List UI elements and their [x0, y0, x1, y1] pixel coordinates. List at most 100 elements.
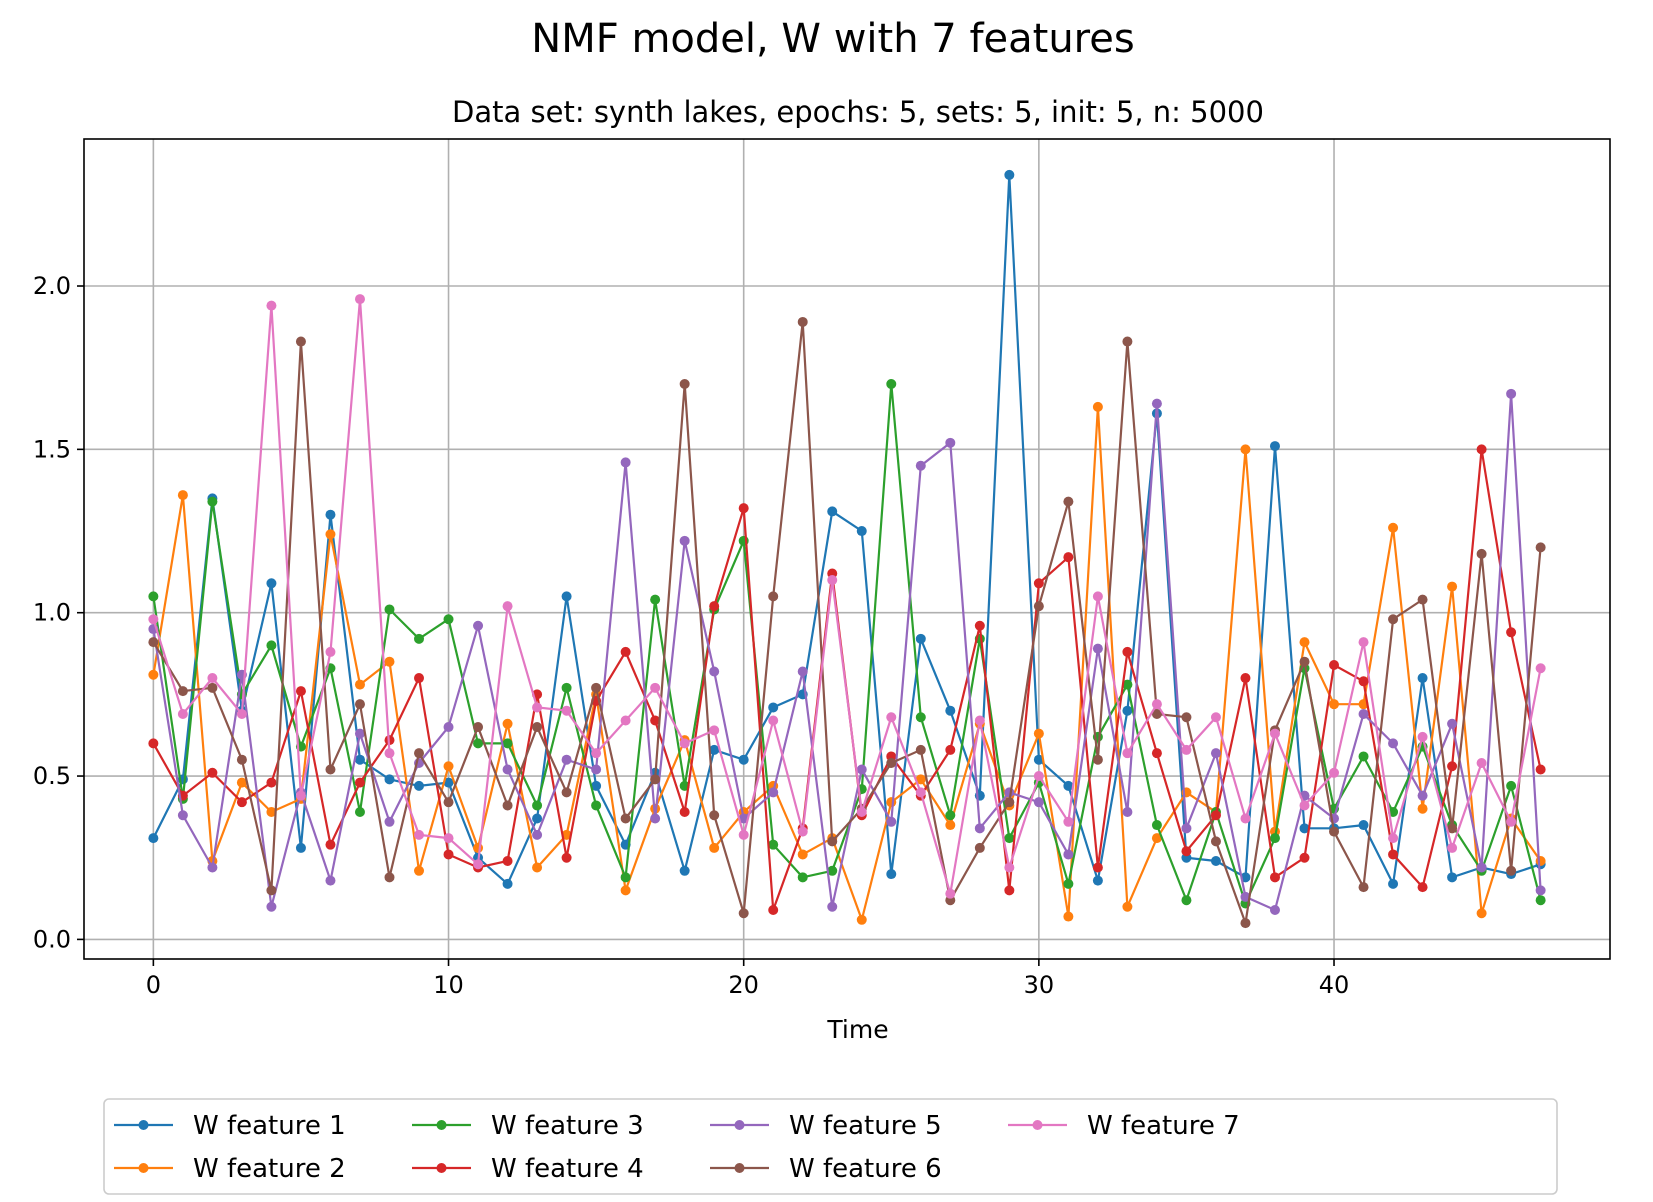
data-point: [1388, 879, 1398, 889]
data-point: [621, 814, 631, 824]
x-tick-label: 0: [146, 971, 161, 999]
data-point: [532, 722, 542, 732]
data-point: [1063, 879, 1073, 889]
data-point: [444, 797, 454, 807]
data-point: [1536, 885, 1546, 895]
x-tick-label: 40: [1319, 971, 1350, 999]
data-point: [384, 817, 394, 827]
data-point: [562, 755, 572, 765]
data-point: [680, 379, 690, 389]
data-point: [444, 849, 454, 859]
data-point: [473, 843, 483, 853]
data-point: [266, 578, 276, 588]
data-point: [1152, 748, 1162, 758]
data-point: [1181, 895, 1191, 905]
chart-subtitle: Data set: synth lakes, epochs: 5, sets: …: [452, 95, 1264, 129]
data-point: [1122, 706, 1132, 716]
data-point: [148, 614, 158, 624]
data-point: [1240, 814, 1250, 824]
data-point: [621, 885, 631, 895]
data-point: [503, 719, 513, 729]
data-point: [148, 833, 158, 843]
data-point: [1211, 810, 1221, 820]
data-point: [1359, 751, 1369, 761]
data-point: [503, 879, 513, 889]
data-point: [680, 807, 690, 817]
data-point: [355, 294, 365, 304]
data-point: [827, 575, 837, 585]
data-point: [1418, 791, 1428, 801]
data-point: [1240, 918, 1250, 928]
x-axis-label: Time: [826, 1015, 888, 1044]
data-point: [473, 722, 483, 732]
data-point: [650, 774, 660, 784]
data-point: [1418, 804, 1428, 814]
data-point: [325, 840, 335, 850]
data-point: [1240, 673, 1250, 683]
data-point: [444, 833, 454, 843]
data-point: [503, 800, 513, 810]
data-point: [414, 830, 424, 840]
data-point: [886, 869, 896, 879]
data-point: [503, 765, 513, 775]
data-point: [178, 709, 188, 719]
data-point: [1270, 441, 1280, 451]
data-point: [591, 748, 601, 758]
legend-label: W feature 3: [491, 1111, 644, 1141]
data-point: [1536, 663, 1546, 673]
data-point: [1270, 905, 1280, 915]
data-point: [266, 640, 276, 650]
data-point: [1034, 729, 1044, 739]
data-point: [1329, 660, 1339, 670]
data-point: [1063, 849, 1073, 859]
data-point: [1477, 908, 1487, 918]
data-point: [296, 791, 306, 801]
data-point: [414, 673, 424, 683]
data-point: [945, 820, 955, 830]
data-point: [945, 889, 955, 899]
data-point: [1477, 758, 1487, 768]
data-point: [1447, 843, 1457, 853]
data-point: [1359, 820, 1369, 830]
data-point: [1388, 523, 1398, 533]
y-tick-label: 1.0: [33, 599, 71, 627]
data-point: [384, 774, 394, 784]
legend-marker: [139, 1163, 149, 1173]
data-point: [1300, 800, 1310, 810]
data-point: [1477, 549, 1487, 559]
data-point: [1181, 846, 1191, 856]
data-point: [384, 657, 394, 667]
legend-label: W feature 1: [193, 1111, 346, 1141]
data-point: [798, 872, 808, 882]
data-point: [1093, 644, 1103, 654]
plot-series: [148, 170, 1545, 928]
data-point: [945, 438, 955, 448]
data-point: [739, 503, 749, 513]
data-point: [1329, 699, 1339, 709]
data-point: [532, 814, 542, 824]
data-point: [473, 738, 483, 748]
data-point: [1240, 444, 1250, 454]
legend-marker: [735, 1163, 745, 1173]
figure-title: NMF model, W with 7 features: [531, 16, 1134, 62]
legend-marker: [437, 1120, 447, 1130]
data-point: [503, 601, 513, 611]
data-point: [709, 810, 719, 820]
data-point: [325, 647, 335, 657]
data-point: [768, 905, 778, 915]
data-point: [621, 647, 631, 657]
data-point: [355, 778, 365, 788]
legend-label: W feature 5: [789, 1111, 942, 1141]
data-point: [1152, 699, 1162, 709]
data-point: [886, 817, 896, 827]
data-point: [1329, 768, 1339, 778]
data-point: [916, 787, 926, 797]
data-point: [945, 810, 955, 820]
data-point: [1506, 781, 1516, 791]
legend-marker: [437, 1163, 447, 1173]
data-point: [325, 876, 335, 886]
legend-marker: [1033, 1120, 1043, 1130]
data-point: [1447, 872, 1457, 882]
data-point: [709, 667, 719, 677]
